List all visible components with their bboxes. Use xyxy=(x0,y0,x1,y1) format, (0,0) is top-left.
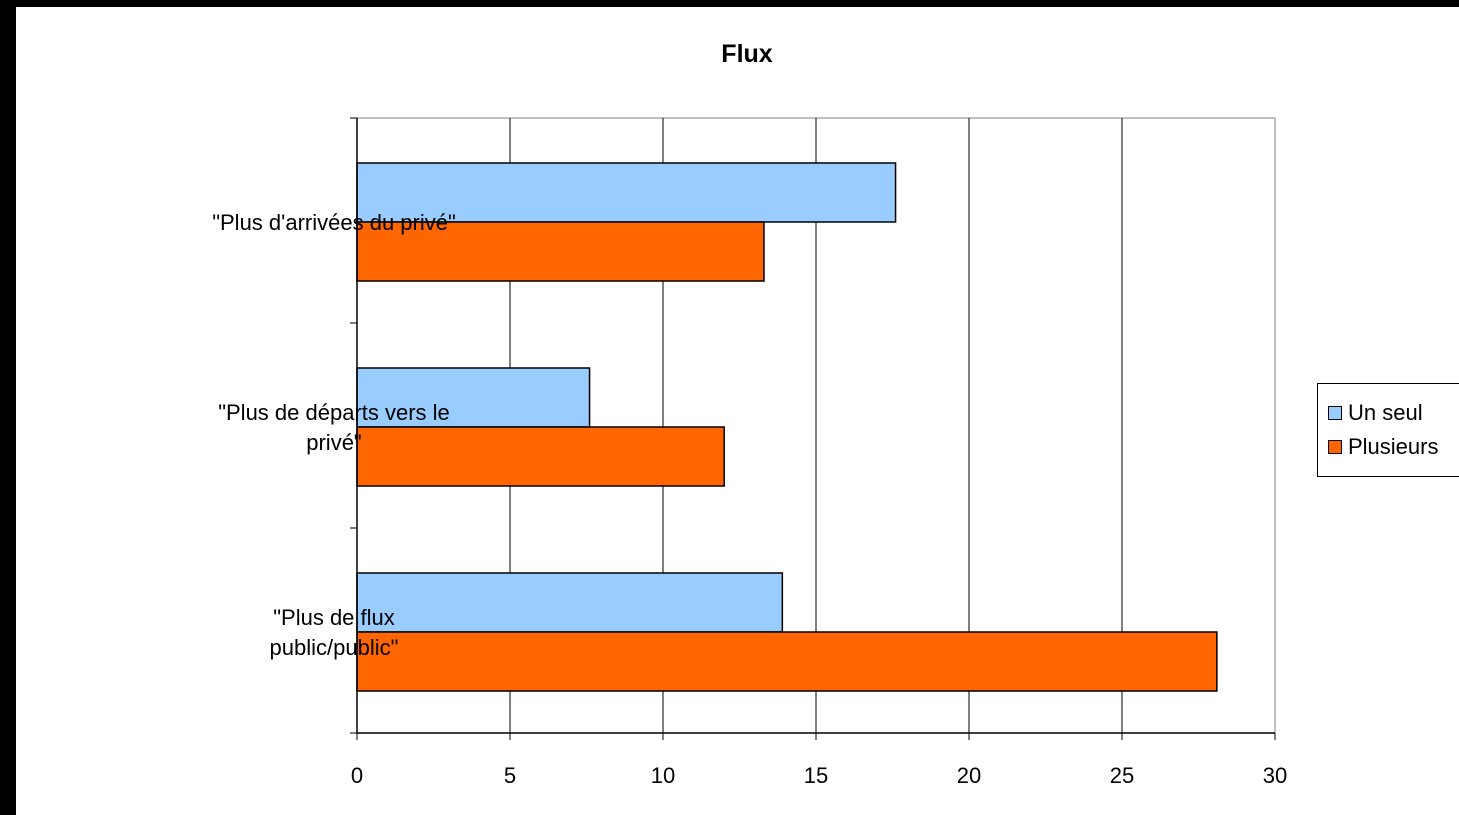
category-label: public/public" xyxy=(270,635,399,660)
bar-plusieurs xyxy=(356,426,725,487)
legend-swatch-un-seul xyxy=(1328,406,1342,420)
x-tick-label: 10 xyxy=(651,763,675,788)
category-label: "Plus d'arrivées du privé" xyxy=(212,210,456,235)
x-tick-label: 20 xyxy=(957,763,981,788)
x-tick-label: 15 xyxy=(804,763,828,788)
x-tick-label: 5 xyxy=(504,763,516,788)
category-label: "Plus de flux xyxy=(273,605,395,630)
chart-area: Flux 0 5 10 15 20 25 30 "Plus d'arrivées du pri… xyxy=(16,7,1459,815)
chart-title: Flux xyxy=(721,40,772,68)
bar-plusieurs xyxy=(356,631,1218,692)
legend-swatch-plusieurs xyxy=(1328,440,1342,454)
category-label: privé" xyxy=(306,430,362,455)
category-label: "Plus de départs vers le xyxy=(218,400,450,425)
bar-chart: Flux 0 5 10 15 20 25 30 "Plus d'arrivées du pri… xyxy=(212,40,1287,788)
legend-label: Plusieurs xyxy=(1348,434,1439,459)
legend-item-plusieurs: Plusieurs xyxy=(1328,434,1438,460)
legend: Un seul Plusieurs xyxy=(1317,383,1459,477)
legend-label: Un seul xyxy=(1348,400,1423,425)
bar-un-seul xyxy=(356,572,784,633)
x-tick-label: 0 xyxy=(351,763,363,788)
bar-un-seul xyxy=(356,162,897,223)
x-tick-label: 30 xyxy=(1263,763,1287,788)
legend-item-un-seul: Un seul xyxy=(1328,400,1423,426)
x-tick-label: 25 xyxy=(1110,763,1134,788)
